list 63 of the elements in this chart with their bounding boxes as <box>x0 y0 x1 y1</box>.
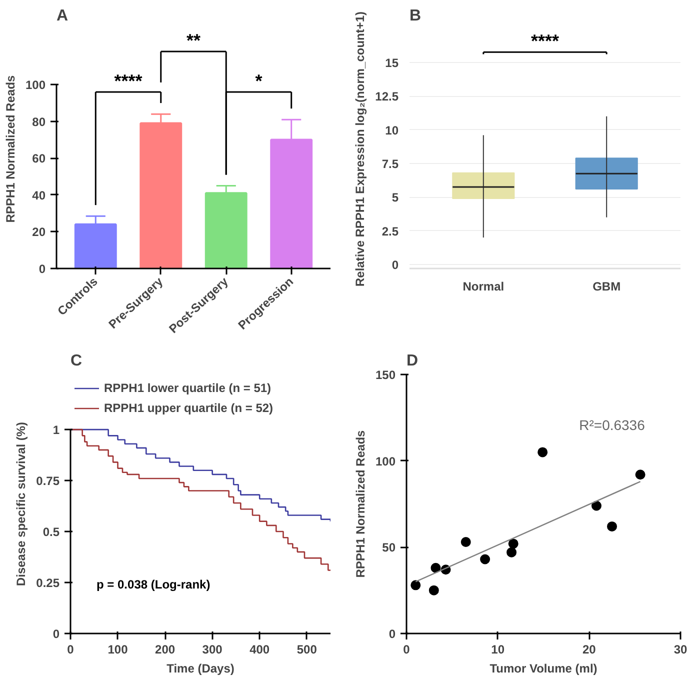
y-tick-label: 0.5 <box>42 525 60 540</box>
y-tick-label: 0.75 <box>36 474 60 488</box>
point <box>428 585 439 596</box>
x-tick-label: GBM <box>592 280 621 294</box>
point <box>508 538 518 549</box>
x-tick-label: 0 <box>67 642 74 656</box>
x-tick-label: 500 <box>296 642 318 656</box>
x-tick-label: 0 <box>403 642 410 656</box>
y-axis-title: Disease specific survival (%) <box>14 422 28 586</box>
legend-label: RPPH1 lower quartile (n = 51) <box>104 381 272 395</box>
y-tick-label: 20 <box>32 225 46 240</box>
annotation: R²=0.6336 <box>579 417 646 434</box>
y-tick-label: 0 <box>38 262 46 276</box>
y-tick-label: 100 <box>375 454 396 468</box>
chart-title: D <box>406 352 418 370</box>
x-tick-label: Normal <box>462 280 504 294</box>
annotation: * <box>255 71 262 92</box>
x-tick-label: 100 <box>108 642 128 656</box>
y-tick-label: 12.5 <box>375 90 399 104</box>
chart-title: B <box>410 8 422 24</box>
chart-title: A <box>56 8 68 24</box>
x-tick-label: 20 <box>582 642 596 656</box>
point <box>480 554 490 564</box>
y-tick-label: 0 <box>388 627 396 641</box>
x-tick-label: 10 <box>491 642 505 656</box>
y-tick-label: 150 <box>375 368 396 382</box>
y-tick-label: 2.5 <box>382 224 399 238</box>
y-tick-label: 0.25 <box>36 576 60 590</box>
y-tick-label: 60 <box>32 152 46 166</box>
point <box>410 580 421 590</box>
point <box>538 447 548 458</box>
text: ** <box>186 30 201 51</box>
x-tick-label: 30 <box>674 642 688 656</box>
point <box>591 500 602 511</box>
text: **** <box>530 31 560 52</box>
y-tick-label: 40 <box>32 188 46 202</box>
point <box>635 470 646 480</box>
point <box>506 547 517 558</box>
point <box>430 562 441 573</box>
y-tick-label: 0 <box>392 258 399 272</box>
legend-label: RPPH1 upper quartile (n = 52) <box>104 401 274 415</box>
point <box>607 521 617 532</box>
y-tick-label: 100 <box>25 78 46 92</box>
chart-title: C <box>70 352 82 370</box>
y-tick-label: 10 <box>385 123 399 138</box>
y-tick-label: 1 <box>52 423 60 438</box>
y-axis-title: RPPH1 Normalized Reads <box>3 74 18 223</box>
x-tick-label: 200 <box>155 642 176 656</box>
y-axis-title: RPPH1 Normalized Reads <box>353 430 368 578</box>
y-tick-label: 5 <box>392 190 399 205</box>
y-tick-label: 7.5 <box>382 156 399 171</box>
y-axis-title: Relative RPPH1 Expression log₂(norm_count+1) <box>353 11 368 287</box>
annotation: p = 0.038 (Log-rank) <box>96 578 210 592</box>
x-tick-label: 400 <box>250 642 270 656</box>
annotation: **** <box>114 71 142 92</box>
x-axis-title: Tumor Volume (ml) <box>490 662 598 676</box>
x-tick-label: 300 <box>202 642 223 656</box>
y-tick-label: 50 <box>382 540 396 555</box>
point <box>460 536 471 547</box>
y-tick-label: 0 <box>52 627 60 641</box>
x-axis-title: Time (Days) <box>166 662 234 676</box>
y-tick-label: 80 <box>32 114 46 129</box>
y-tick-label: 15 <box>385 56 399 70</box>
